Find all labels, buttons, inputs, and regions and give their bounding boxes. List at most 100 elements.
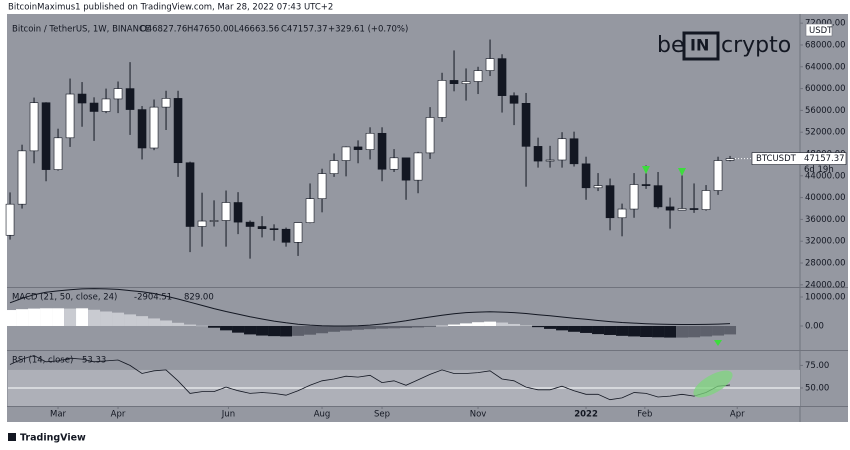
ohlc-readout: O46827.76 (140, 25, 187, 35)
macd-histogram-bar (628, 325, 641, 337)
candle-body (401, 157, 411, 181)
publisher-note: BitcoinMaximus1 published on TradingView… (8, 3, 333, 13)
watermark-text: be (657, 33, 685, 58)
macd-histogram-bar (268, 325, 281, 337)
macd-histogram-bar (220, 325, 233, 331)
y-tick-label: 32000.00 (805, 237, 846, 247)
macd-histogram-bar (544, 325, 557, 329)
chart-background (7, 14, 848, 422)
currency-box (805, 23, 833, 37)
watermark: be IN crypto (657, 31, 791, 61)
candle-body (473, 70, 483, 82)
macd-histogram-bar (340, 325, 353, 331)
footer: TradingView (8, 433, 86, 444)
ohlc-readout: +329.61 (+0.70%) (328, 25, 408, 35)
candle-body (605, 185, 615, 219)
x-tick-label: Apr (730, 410, 745, 420)
ohlc-readout: H47650.00 (187, 25, 234, 35)
macd-line (9, 288, 731, 327)
footer-text: TradingView (20, 433, 86, 444)
y-tick-label: 75.00 (805, 361, 829, 371)
x-tick-label: Apr (111, 410, 126, 420)
footer-logo (8, 433, 16, 441)
candle-body (449, 80, 459, 84)
candle-body (257, 226, 267, 229)
macd-histogram-bar (412, 325, 425, 328)
macd-histogram-bar (196, 325, 209, 327)
candle-body (389, 157, 399, 170)
x-tick-label: Sep (374, 410, 390, 420)
indicator-title: MACD (21, 50, close, 24) (12, 293, 117, 303)
green-arrow (642, 166, 650, 174)
indicator-readout: -2904.51 (134, 293, 172, 303)
macd-histogram-bar (388, 325, 401, 329)
macd-histogram-bar (76, 308, 89, 326)
macd-histogram-bar (616, 325, 629, 336)
x-tick-label: 2022 (574, 410, 598, 420)
layers: 24000.00 28000.00 32000.00 36000.00 40000.00… (4, 14, 848, 422)
candle-body (341, 146, 351, 161)
price-label-value: 47157.37 (804, 154, 845, 164)
macd-histogram-bar (280, 325, 293, 337)
macd-histogram-bar (124, 314, 137, 326)
macd-histogram-bar (652, 325, 665, 338)
macd-histogram-bar (496, 322, 509, 326)
annotations (642, 166, 733, 398)
candle-body (29, 102, 39, 152)
candle-body (665, 206, 675, 211)
candle-body (497, 58, 507, 96)
macd-histogram-bar (208, 325, 221, 328)
candle-body (413, 152, 423, 181)
macd-histogram-bar (448, 324, 461, 326)
macd-histogram-bar (532, 325, 545, 328)
candle-body (89, 102, 99, 112)
candle-body (557, 138, 567, 161)
candle-body (365, 132, 375, 150)
macd-histogram-bar (40, 308, 53, 326)
macd-histogram-bar (100, 311, 113, 326)
candle-body (173, 98, 183, 164)
macd-histogram-bar (256, 325, 269, 336)
price-label-box (751, 152, 847, 165)
macd-histogram-bar (472, 322, 485, 326)
macd-histogram-bar (244, 325, 257, 335)
macd-histogram-bar (64, 308, 77, 326)
macd-histogram-bar (292, 325, 305, 336)
candle-body (65, 93, 75, 139)
macd-histogram-bar (556, 325, 569, 331)
candle-body (689, 208, 699, 210)
candle-body (569, 138, 579, 165)
macd-histogram-bar (712, 325, 725, 336)
y-tick-label: 40000.00 (805, 193, 846, 203)
macd-histogram-bar (232, 325, 245, 333)
y-tick-label: 60000.00 (805, 84, 846, 94)
candle-body (317, 173, 327, 199)
ohlc-readout: C47157.37 (281, 25, 328, 35)
x-tick-label: Jun (221, 410, 235, 420)
price-label-symbol: BTCUSDT (756, 154, 797, 164)
green-arrow (678, 168, 686, 176)
candle-body (593, 185, 603, 189)
y-tick-label: 72000.00 (805, 19, 846, 29)
candle-body (17, 150, 27, 205)
candle-body (701, 190, 711, 210)
candle-body (437, 80, 447, 118)
candle-body (641, 184, 651, 186)
y-tick-label: 28000.00 (805, 259, 846, 269)
candle-body (125, 88, 135, 110)
macd-histogram-bar (364, 325, 377, 330)
candle-body (533, 146, 543, 162)
macd-histogram-bar (28, 308, 41, 326)
candle-body (617, 208, 627, 219)
macd-histogram-bar (568, 325, 581, 332)
macd-histogram-bar (148, 318, 161, 326)
macd-histogram-bar (184, 324, 197, 326)
countdown: 6d 19h (804, 165, 834, 175)
macd-histogram-bar (352, 325, 365, 330)
candle-body (653, 185, 663, 208)
candle-body (245, 221, 255, 227)
candle-body (545, 159, 555, 162)
macd-histogram-bar (400, 325, 413, 329)
candle-body (197, 220, 207, 227)
